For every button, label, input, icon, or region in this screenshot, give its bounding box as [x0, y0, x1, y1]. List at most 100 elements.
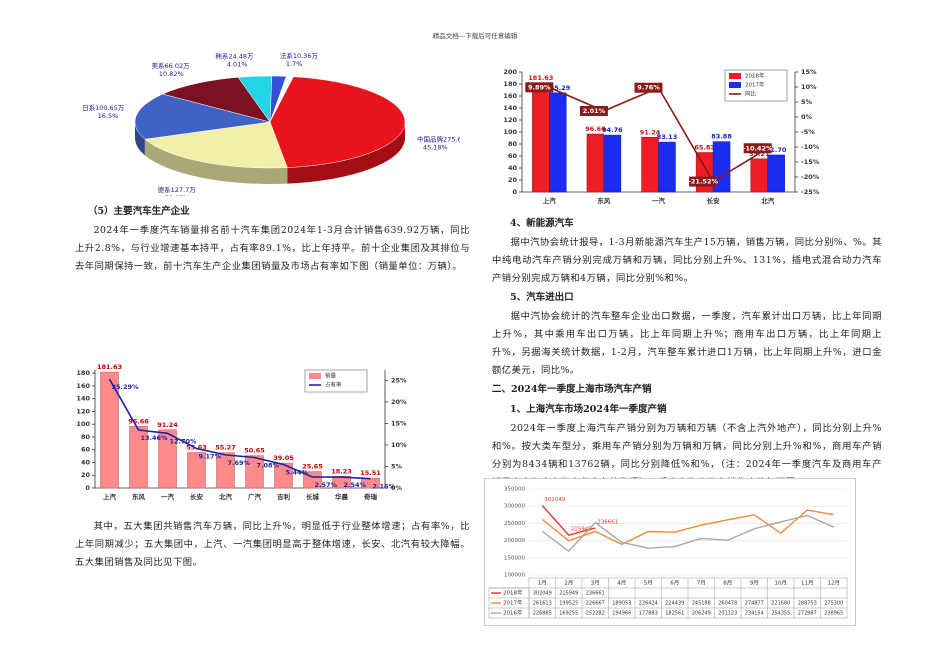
x-tick-label: 5月 [644, 580, 653, 587]
pie-chart: 中国品牌275.6万45.18%德系127.7万20.93%日系100.65万1… [82, 51, 460, 196]
y-tick-label: 80 [81, 433, 91, 441]
legend-label: 2018年 [745, 72, 765, 80]
bar-label: 165.29 [545, 84, 571, 92]
y-tick-label: 0 [85, 484, 90, 492]
bar-label: 39.05 [273, 454, 294, 462]
y-tick-label: 160 [503, 92, 517, 100]
table-cell: 177883 [639, 611, 658, 617]
y2-tick-label: 10% [801, 83, 817, 91]
x-tick-label: 长城 [306, 492, 320, 501]
bar [274, 462, 293, 489]
table-cell: 221680 [771, 601, 790, 607]
table-cell: 275300 [824, 601, 843, 607]
bar [158, 429, 177, 489]
pie-slice [269, 76, 406, 168]
bar-label: 55.63 [186, 444, 207, 452]
slice-side [287, 122, 405, 184]
section-heading: （5）主要汽车生产企业 [88, 206, 190, 217]
table-cell: 272987 [798, 611, 817, 617]
pie-slice [144, 121, 288, 169]
slice-category: 德系 [158, 185, 172, 194]
table-cell: 189053 [612, 601, 631, 607]
y2-tick-label: 0% [391, 484, 403, 492]
slice-side [135, 122, 145, 156]
x-tick-label: 7月 [697, 580, 706, 587]
table-cell: 260478 [718, 601, 737, 607]
x-tick-label: 8月 [723, 580, 732, 587]
slice-percent: 20.93% [165, 194, 190, 196]
x-tick-label: 东风 [597, 196, 611, 205]
line-chart: 100000 150000 200000 250000 300000 350000 3020… [484, 478, 856, 626]
line-series [541, 514, 835, 553]
y-tick-label: 40 [508, 164, 518, 172]
bar [603, 134, 622, 193]
x-tick-label: 1月 [538, 580, 547, 587]
line-label: 215949 [571, 527, 592, 533]
slice-amount: 127.7万 [171, 186, 197, 194]
x-tick-label: 一汽 [652, 196, 666, 205]
slice-label: 法系10.36万 [280, 51, 319, 60]
slice-percent: 45.18% [423, 143, 448, 151]
x-tick-label: 华晨 [335, 492, 349, 501]
table-cell: 234154 [745, 611, 764, 617]
line-label-box [743, 143, 772, 154]
line-label: 9.76% [637, 84, 660, 92]
x-tick-label: 9月 [750, 580, 759, 587]
bar-label: 25.65 [302, 463, 323, 471]
table-cell: 206249 [692, 611, 711, 617]
bar-label: 96.66 [128, 417, 149, 425]
y-tick-label: 0 [512, 188, 517, 196]
slice-category: 日系 [82, 103, 96, 112]
bar [187, 452, 206, 489]
bar-label: 18.23 [331, 467, 352, 475]
table-cell: 226667 [586, 601, 605, 607]
pie-slice [269, 75, 287, 123]
line-label-box [525, 82, 554, 93]
line-series [541, 505, 596, 536]
bar [216, 452, 235, 489]
table-cell: 254355 [771, 611, 790, 617]
line-series [541, 509, 834, 546]
table-cell: 274877 [745, 601, 764, 607]
pie-slice [134, 93, 271, 140]
table-cell: 238965 [824, 611, 843, 617]
bar [548, 92, 567, 193]
table-cell: 261613 [533, 601, 552, 607]
line-label: 9.89% [528, 83, 551, 91]
bar-label: 91.24 [157, 421, 178, 429]
y-tick-label: 120 [76, 407, 90, 415]
bar [641, 136, 659, 193]
y-tick-label: 140 [76, 395, 90, 403]
slice-percent: 10.82% [159, 70, 184, 78]
bar-label: 61.70 [766, 146, 787, 154]
line-label: 12.70% [170, 437, 198, 445]
table-cell: 194966 [612, 611, 631, 617]
bar-label: 15.51 [360, 469, 381, 477]
bar [129, 426, 148, 489]
y-tick-label: 200 [503, 68, 517, 76]
y-tick-label: 40 [81, 458, 91, 466]
slice-amount: 10.36万 [293, 52, 319, 60]
table-cell: 245188 [692, 601, 711, 607]
slice-percent: 16.5% [98, 112, 119, 120]
y-tick-label: 100000 [504, 573, 525, 579]
y-tick-label: 160 [76, 382, 90, 390]
y2-tick-label: 25% [391, 376, 407, 384]
bar-line-chart: 0 20 40 60 80 100 120 140 160 180 200 -25% -20% -15% -… [503, 68, 819, 205]
y-tick-label: 200000 [504, 538, 525, 544]
bar-label: 50.65 [244, 447, 265, 455]
y2-tick-label: 20% [391, 398, 407, 406]
x-tick-label: 东风 [132, 492, 146, 501]
table-cell: 226885 [533, 611, 552, 617]
table-cell: 201123 [718, 611, 737, 617]
legend-label: 2016年 [503, 609, 523, 617]
y-tick-label: 20 [508, 176, 518, 184]
line-label: 25.29% [112, 383, 140, 391]
bar [100, 371, 119, 489]
y-tick-label: 350000 [504, 487, 525, 493]
bar-line-chart: 0 20 40 60 80 100 120 140 160 180 0% 5% 10% 15% 20% 25%… [76, 363, 407, 501]
slice-label: 韩系24.48万 [215, 51, 254, 60]
bar-label: 55.27 [215, 444, 236, 452]
y-tick-label: 180 [76, 369, 90, 377]
